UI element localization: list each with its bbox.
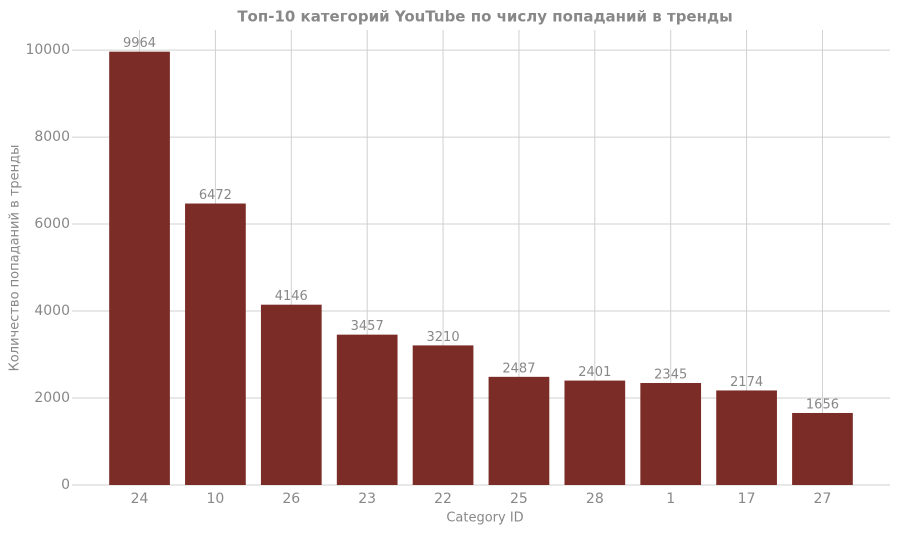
x-tick-label: 23 <box>358 491 376 507</box>
bar <box>185 203 246 485</box>
x-tick-label: 17 <box>738 491 756 507</box>
x-tick-label: 1 <box>666 491 675 507</box>
x-tick-label: 26 <box>282 491 300 507</box>
bar <box>640 383 702 485</box>
bar <box>792 412 853 485</box>
y-tick-label: 0 <box>61 477 70 493</box>
x-tick-label: 22 <box>434 491 452 507</box>
x-tick-label: 27 <box>814 491 832 507</box>
bar <box>412 345 474 485</box>
data-label: 4146 <box>275 289 308 304</box>
data-label: 3457 <box>351 319 384 334</box>
y-tick-label: 4000 <box>34 303 70 319</box>
x-tick-label: 10 <box>207 491 225 507</box>
x-axis-label: Category ID <box>446 511 523 526</box>
data-label: 2174 <box>730 375 763 390</box>
data-label: 2487 <box>502 361 535 376</box>
bar <box>564 380 626 485</box>
x-tick-label: 28 <box>586 491 604 507</box>
data-label: 3210 <box>427 330 460 345</box>
bar <box>716 390 777 485</box>
y-tick-label: 8000 <box>34 129 70 145</box>
bar <box>488 376 550 485</box>
x-tick-label: 25 <box>510 491 528 507</box>
x-tick-label: 24 <box>131 491 149 507</box>
data-label: 1656 <box>806 397 839 412</box>
bar <box>109 51 170 485</box>
data-label: 2401 <box>578 365 611 380</box>
bar <box>336 334 398 485</box>
data-label: 2345 <box>654 368 687 383</box>
y-tick-label: 6000 <box>34 216 70 232</box>
data-label: 6472 <box>199 188 232 203</box>
y-tick-label: 2000 <box>34 390 70 406</box>
y-tick-label: 10000 <box>25 42 70 58</box>
y-axis-label: Количество попаданий в тренды <box>8 145 23 372</box>
bar <box>260 304 322 485</box>
chart-title: Топ-10 категорий YouTube по числу попада… <box>237 8 732 26</box>
data-label: 9964 <box>123 36 156 51</box>
